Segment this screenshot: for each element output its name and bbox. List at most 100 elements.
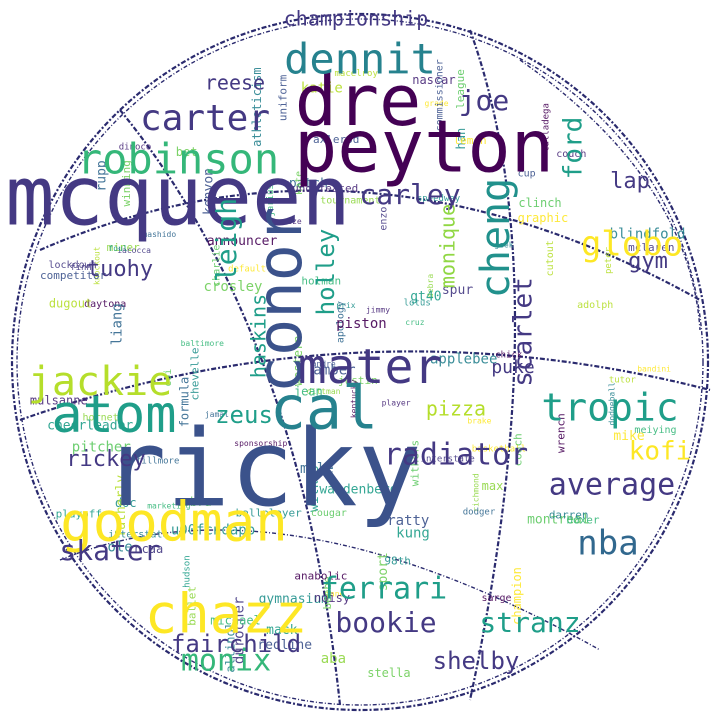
word-carley: carley	[359, 178, 460, 211]
word-dennit: dennit	[284, 35, 436, 84]
word-stranz: stranz	[479, 606, 580, 639]
word-ole: ole	[107, 540, 132, 556]
word-eze: eze	[287, 217, 302, 226]
word-98th: 98th	[384, 555, 411, 568]
word-ballet: ballet	[186, 586, 199, 626]
word-ferrari: ferrari	[321, 572, 447, 607]
word-amber: amber	[313, 363, 355, 379]
word-axlerod: axlerod	[313, 133, 359, 146]
word-talladega: talladega	[542, 103, 552, 152]
word-waldenberg: waldenberg	[319, 482, 397, 497]
word-jean: jean	[294, 385, 323, 399]
word-atom: atom	[51, 385, 176, 445]
word-bet: bet	[176, 145, 198, 159]
word-cheng: cheng	[473, 178, 519, 298]
word-wrench: wrench	[554, 413, 567, 453]
word-shelby: shelby	[433, 647, 520, 675]
word-carter: carter	[140, 98, 270, 139]
word-lap: lap	[610, 169, 650, 194]
word-apology: apology	[335, 301, 346, 343]
word-miner: miner	[107, 241, 140, 254]
word-gym: gym	[628, 249, 668, 274]
word-mater: mater	[298, 339, 443, 395]
word-peyton: peyton	[294, 105, 554, 189]
word-knockout: knockout	[93, 246, 102, 285]
word-richmond: richmond	[472, 473, 481, 512]
word-grade: grade	[424, 99, 448, 108]
word-player: player	[382, 399, 411, 408]
word-dittman: dittman	[307, 387, 341, 396]
word-justin: justin	[338, 374, 378, 387]
word-mclaren: mclaren	[628, 241, 674, 254]
word-daytona: daytona	[84, 299, 126, 310]
word-foul: foul	[108, 244, 127, 253]
word-spur: spur	[442, 283, 473, 298]
word-ballplayer: ballplayer	[236, 507, 303, 520]
word-haskins: haskins	[247, 294, 271, 378]
word-aba: aba	[321, 651, 346, 667]
word-fairchild: fairchild	[171, 630, 301, 658]
word-baltimore: baltimore	[181, 339, 225, 348]
word-gt40: gt40	[410, 290, 441, 305]
word-macelroy: macelroy	[335, 69, 379, 79]
word-rupp: rupp	[94, 160, 109, 191]
word-cheerleader: cheerleader	[47, 418, 133, 433]
word-hornet: hornet	[83, 412, 119, 423]
word-leigh: leigh	[210, 198, 243, 282]
word-debra: debra	[426, 274, 435, 298]
word-nascar: nascar	[412, 73, 455, 87]
word-rickey: rickey	[66, 447, 145, 472]
word-cobra: cobra	[176, 495, 212, 509]
word-jimmy: jimmy	[366, 305, 390, 314]
word-meiying: meiying	[634, 425, 676, 436]
word-announcer: announcer	[207, 234, 278, 249]
word-durocher: durocher	[231, 597, 247, 664]
word-crosley: crosley	[203, 279, 262, 295]
word-michael: michael	[210, 613, 261, 627]
word-western: western	[291, 336, 305, 387]
word-default: default	[228, 264, 266, 274]
word-formula: formula	[178, 377, 192, 428]
word-liang: liang	[109, 303, 125, 345]
word-kentucky: kentucky	[349, 379, 358, 418]
word-holley: holley	[312, 229, 340, 316]
word-pitcher: pitcher	[72, 440, 131, 456]
word-uniform: uniform	[276, 74, 289, 121]
word-cloud-words: rupp graphic pitcher gymnasium ratty sarge int…	[5, 7, 691, 681]
word-speedway: speedway	[417, 194, 461, 204]
word-pizza: pizza	[426, 397, 486, 421]
word-average: average	[549, 468, 675, 503]
word-commissioner: commissioner	[434, 59, 445, 131]
word-chevelle: chevelle	[188, 348, 201, 401]
word-interstate: interstate	[421, 455, 475, 465]
word-enzo: enzo	[379, 207, 390, 231]
word-monix: monix	[181, 644, 271, 679]
word-basketball: basketball	[472, 445, 526, 455]
word-league: league	[454, 69, 467, 109]
word-mike: mike	[613, 429, 644, 444]
word-finn: finn	[70, 263, 92, 273]
word-patch: patch	[289, 176, 328, 191]
word-bandini: bandini	[637, 365, 671, 374]
word-dugout: dugout	[49, 296, 92, 310]
word-cruz: cruz	[405, 318, 424, 327]
word-mcqueen: mcqueen	[5, 149, 351, 244]
word-reese: reese	[205, 71, 265, 95]
word-prix: prix	[336, 301, 355, 310]
word-iacocca: iacocca	[117, 246, 151, 255]
word-geek: geek	[494, 240, 513, 249]
word-holman: holman	[301, 274, 341, 287]
word-jane: jane	[325, 590, 344, 599]
word-radiator: radiator	[384, 438, 529, 473]
word-coach: coach	[511, 433, 524, 466]
word-chick: chick	[495, 350, 523, 360]
word-tropic: tropic	[541, 386, 678, 430]
word-allinol: allinol	[224, 622, 238, 673]
word-applebee: applebee	[430, 351, 497, 367]
word-athleticism: athleticism	[250, 67, 264, 146]
word-champion: champion	[510, 567, 524, 625]
word-winning: winning	[120, 160, 133, 206]
word-jarius: jarius	[266, 184, 276, 217]
word-lemon: lemon	[454, 134, 487, 147]
